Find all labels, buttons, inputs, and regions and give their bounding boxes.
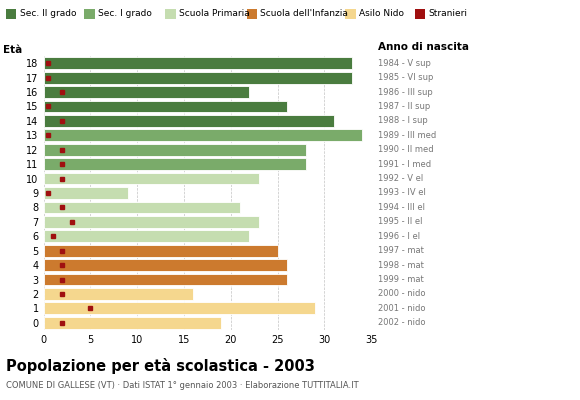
Text: 1986 - III sup: 1986 - III sup — [378, 88, 433, 96]
Text: 1990 - II med: 1990 - II med — [378, 145, 434, 154]
Bar — [44, 144, 306, 156]
Text: Popolazione per età scolastica - 2003: Popolazione per età scolastica - 2003 — [6, 358, 315, 374]
Text: 1999 - mat: 1999 - mat — [378, 275, 424, 284]
Bar — [44, 274, 287, 286]
Bar — [44, 187, 128, 199]
Text: 1991 - I med: 1991 - I med — [378, 160, 432, 169]
Text: 2000 - nido: 2000 - nido — [378, 290, 426, 298]
Text: Scuola dell'Infanzia: Scuola dell'Infanzia — [260, 10, 349, 18]
Text: 1984 - V sup: 1984 - V sup — [378, 59, 431, 68]
Text: 1997 - mat: 1997 - mat — [378, 246, 424, 255]
Text: 1995 - II el: 1995 - II el — [378, 217, 423, 226]
Text: Anno di nascita: Anno di nascita — [378, 42, 469, 52]
Bar — [44, 115, 333, 127]
Text: Stranieri: Stranieri — [429, 10, 467, 18]
Text: Sec. II grado: Sec. II grado — [20, 10, 76, 18]
Bar — [44, 288, 193, 300]
Bar — [44, 259, 287, 271]
Text: 1985 - VI sup: 1985 - VI sup — [378, 73, 434, 82]
Text: Sec. I grado: Sec. I grado — [98, 10, 152, 18]
Bar — [44, 245, 278, 256]
Text: 1993 - IV el: 1993 - IV el — [378, 188, 426, 198]
Text: 1988 - I sup: 1988 - I sup — [378, 116, 428, 125]
Text: 2002 - nido: 2002 - nido — [378, 318, 426, 327]
Text: 1996 - I el: 1996 - I el — [378, 232, 420, 241]
Text: Età: Età — [3, 45, 22, 55]
Bar — [44, 158, 306, 170]
Bar — [44, 86, 249, 98]
Text: 1992 - V el: 1992 - V el — [378, 174, 423, 183]
Text: 1987 - II sup: 1987 - II sup — [378, 102, 430, 111]
Text: 1994 - III el: 1994 - III el — [378, 203, 425, 212]
Bar — [44, 130, 362, 141]
Text: 1998 - mat: 1998 - mat — [378, 261, 424, 270]
Bar — [44, 302, 315, 314]
Bar — [44, 202, 240, 213]
Text: 1989 - III med: 1989 - III med — [378, 131, 437, 140]
Text: 2001 - nido: 2001 - nido — [378, 304, 426, 313]
Bar — [44, 216, 259, 228]
Text: Scuola Primaria: Scuola Primaria — [179, 10, 250, 18]
Bar — [44, 173, 259, 184]
Text: COMUNE DI GALLESE (VT) · Dati ISTAT 1° gennaio 2003 · Elaborazione TUTTITALIA.IT: COMUNE DI GALLESE (VT) · Dati ISTAT 1° g… — [6, 381, 358, 390]
Text: Asilo Nido: Asilo Nido — [359, 10, 404, 18]
Bar — [44, 100, 287, 112]
Bar — [44, 317, 222, 329]
Bar — [44, 72, 353, 84]
Bar — [44, 230, 249, 242]
Bar — [44, 57, 353, 69]
